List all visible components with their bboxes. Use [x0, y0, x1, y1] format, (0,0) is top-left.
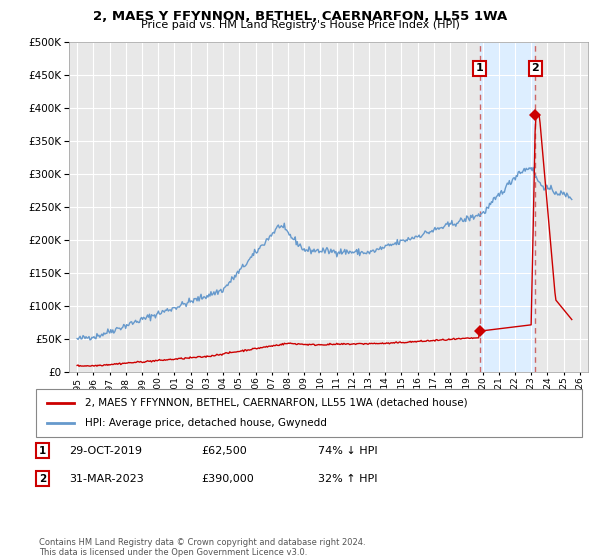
Text: 2, MAES Y FFYNNON, BETHEL, CAERNARFON, LL55 1WA: 2, MAES Y FFYNNON, BETHEL, CAERNARFON, L…: [93, 10, 507, 22]
Text: 31-MAR-2023: 31-MAR-2023: [69, 474, 144, 484]
Text: 32% ↑ HPI: 32% ↑ HPI: [318, 474, 377, 484]
Text: Price paid vs. HM Land Registry's House Price Index (HPI): Price paid vs. HM Land Registry's House …: [140, 20, 460, 30]
Text: 29-OCT-2019: 29-OCT-2019: [69, 446, 142, 456]
Bar: [480, 42, 535, 372]
Text: 2: 2: [532, 63, 539, 73]
Text: 2: 2: [39, 474, 46, 484]
Text: 1: 1: [39, 446, 46, 456]
Text: 2, MAES Y FFYNNON, BETHEL, CAERNARFON, LL55 1WA (detached house): 2, MAES Y FFYNNON, BETHEL, CAERNARFON, L…: [85, 398, 468, 408]
Text: 74% ↓ HPI: 74% ↓ HPI: [318, 446, 377, 456]
Text: HPI: Average price, detached house, Gwynedd: HPI: Average price, detached house, Gwyn…: [85, 418, 327, 428]
Text: £390,000: £390,000: [201, 474, 254, 484]
FancyBboxPatch shape: [36, 389, 582, 437]
Text: £62,500: £62,500: [201, 446, 247, 456]
Bar: [535, 42, 588, 372]
Text: Contains HM Land Registry data © Crown copyright and database right 2024.
This d: Contains HM Land Registry data © Crown c…: [39, 538, 365, 557]
Text: 1: 1: [476, 63, 484, 73]
Bar: [535, 42, 588, 372]
